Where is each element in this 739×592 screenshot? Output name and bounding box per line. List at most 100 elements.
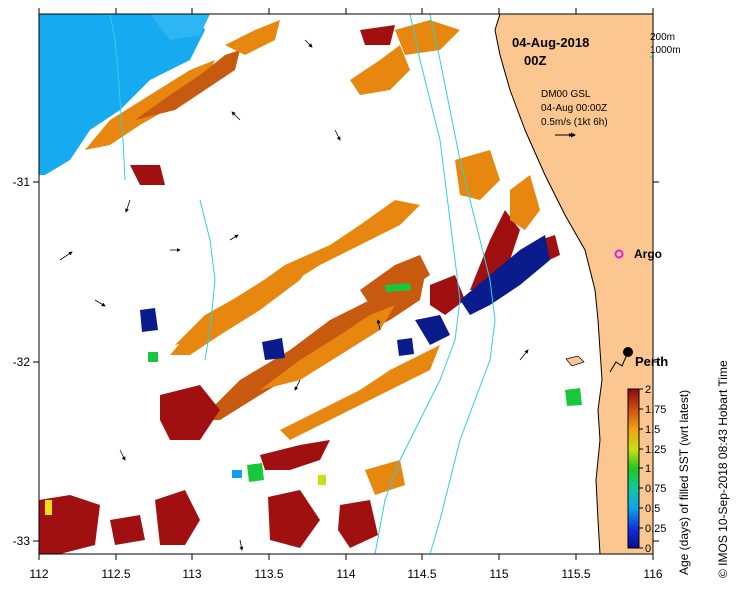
- colorbar-tick-label: 0.75: [645, 483, 666, 495]
- sst-patch-light-blue-2: [150, 14, 210, 40]
- sst-patch-orange-band-1b: [175, 200, 420, 345]
- x-tick-label: 114: [336, 567, 355, 581]
- sst-patch-dark-orange-mid: [360, 255, 430, 305]
- isobath-lines: [109, 14, 496, 554]
- place-label-perth: Perth: [635, 354, 668, 369]
- y-tick-label: -33: [13, 534, 31, 548]
- colorbar-tick: 1: [639, 463, 651, 475]
- x-tick: 116: [643, 8, 663, 581]
- sst-patch-orange-s: [365, 460, 405, 495]
- map-area: [39, 14, 653, 554]
- island-rottnest: [565, 355, 585, 367]
- argo-marker: [614, 249, 624, 259]
- colorbar-tick: 1.5: [639, 424, 660, 436]
- colorbar-tick-label: 0.5: [645, 503, 660, 515]
- colorbar-tick-label: 1.5: [645, 424, 660, 436]
- x-tick-label: 112.5: [101, 567, 130, 581]
- sst-patch-orange-band-2b: [260, 305, 395, 390]
- sst-patch-red-s-1: [268, 490, 320, 548]
- sst-patch-orange-ne2: [395, 20, 460, 55]
- y-tick: -31: [13, 175, 659, 189]
- y-tick: -33: [13, 534, 659, 548]
- sst-patch-red-2: [360, 25, 395, 45]
- x-tick-label: 113.5: [254, 567, 283, 581]
- sst-patch-navy-1: [460, 235, 550, 315]
- sst-patch-red-sw-1: [160, 385, 220, 440]
- x-tick: 114: [336, 8, 356, 581]
- sst-patch-red-sw-3: [155, 490, 200, 545]
- colorbar-tick-label: 1.25: [645, 444, 666, 456]
- sst-patch-red-s-2: [338, 500, 378, 548]
- colorbar-tick-label: 0.25: [645, 523, 666, 535]
- colorbar-tick: 1.25: [639, 444, 666, 456]
- colorbar-tick: 0.25: [639, 523, 666, 535]
- colorbar-tick: 0.5: [639, 503, 660, 515]
- x-tick: 115: [489, 8, 509, 581]
- sst-patch-navy-4: [262, 338, 285, 360]
- x-tick-label: 116: [643, 567, 662, 581]
- x-tick-label: 115.5: [561, 567, 590, 581]
- x-tick-label: 113: [182, 567, 201, 581]
- colorbar-tick: 0: [639, 543, 651, 555]
- sst-patch-orange-coast-2: [510, 175, 540, 230]
- coastline: [494, 14, 603, 554]
- sst-patch-red-1: [130, 165, 165, 185]
- sst-patch-light-blue: [39, 14, 205, 175]
- credit-text: © IMOS 10-Sep-2018 08:43 Hobart Time: [716, 360, 730, 578]
- sst-patch-orange-ne: [350, 45, 410, 95]
- place-label-argo: Argo: [634, 247, 662, 261]
- sst-patches: [39, 14, 582, 554]
- x-tick: 113: [182, 8, 202, 581]
- sst-patch-orange-band-3: [280, 345, 440, 440]
- x-tick-label: 114.5: [407, 567, 436, 581]
- sst-patch-orange-band-2: [200, 275, 425, 420]
- sst-patch-orange-coast: [455, 150, 500, 200]
- x-tick: 114.5: [407, 8, 437, 581]
- x-tick: 112: [29, 8, 49, 581]
- x-tick: 113.5: [254, 8, 284, 581]
- sst-patch-green-2: [565, 388, 582, 406]
- sst-patch-red-sw-4: [110, 515, 145, 545]
- current-legend-line2: 04-Aug 00:00Z: [541, 103, 607, 114]
- x-tick-label: 115: [489, 567, 508, 581]
- sst-patch-yellow-2: [318, 475, 326, 485]
- y-tick: -32: [13, 355, 659, 369]
- date-label: 04-Aug-2018: [512, 35, 589, 50]
- colorbar: 0 0.25 0.5 0.75 1 1.25 1.5 1.75 2 Age (d…: [627, 384, 691, 575]
- colorbar-tick: 1.75: [639, 404, 666, 416]
- colorbar-tick-label: 0: [645, 543, 651, 555]
- land-mass: [495, 14, 653, 554]
- x-tick: 112.5: [101, 8, 131, 581]
- sst-patch-navy-5: [397, 338, 414, 356]
- colorbar-gradient: [627, 388, 640, 549]
- x-tick-label: 112: [29, 567, 48, 581]
- time-label: 00Z: [524, 53, 546, 68]
- sst-patch-dark-orange-top: [135, 50, 240, 120]
- colorbar-tick: 0.75: [639, 483, 666, 495]
- contour-200-label: 200m: [650, 32, 675, 43]
- colorbar-title: Age (days) of filled SST (wrt latest): [677, 390, 691, 575]
- current-legend-line3: 0.5m/s (1kt 6h): [541, 117, 608, 128]
- y-tick-label: -32: [13, 355, 31, 369]
- colorbar-tick-label: 2: [645, 384, 651, 396]
- x-axis: 112 112.5 113 113.5 114 114.5 115 115.5 …: [29, 8, 663, 581]
- current-legend-line1: DM00 GSL: [541, 89, 591, 100]
- x-tick: 115.5: [561, 8, 591, 581]
- sst-patch-green-1: [247, 463, 264, 482]
- colorbar-tick: 2: [639, 384, 651, 396]
- perth-pointer: [609, 351, 629, 373]
- y-tick-label: -31: [13, 175, 31, 189]
- sst-patch-red-coast-1: [470, 210, 520, 290]
- sst-patch-yellow-1: [45, 500, 52, 515]
- sst-patch-navy-3: [140, 308, 158, 332]
- sst-patch-red-band: [260, 440, 330, 470]
- sst-patch-orange-top2: [225, 20, 280, 55]
- sst-patch-cyan-1: [232, 470, 242, 478]
- colorbar-tick-label: 1: [645, 463, 651, 475]
- sst-patch-navy-2: [415, 315, 450, 345]
- colorbar-tick-label: 1.75: [645, 404, 666, 416]
- sst-patch-red-sw-2: [39, 495, 100, 554]
- sst-patch-green-4: [148, 352, 158, 362]
- sst-patch-orange-top: [85, 60, 215, 150]
